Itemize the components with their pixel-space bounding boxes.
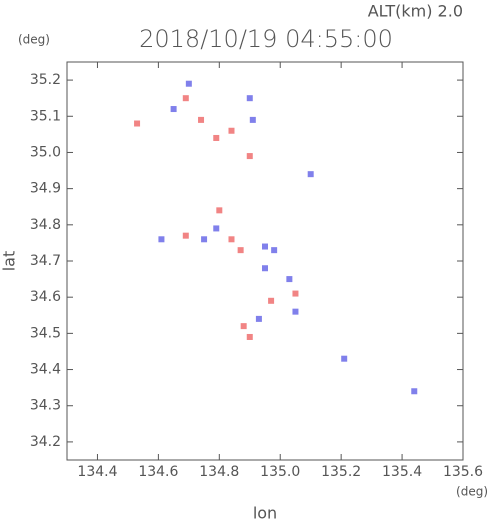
radar-echo: [307, 171, 314, 178]
x-axis-label: lon: [253, 504, 277, 521]
radar-echo: [134, 120, 141, 127]
radar-echo: [240, 323, 247, 330]
radar-echo: [185, 80, 192, 87]
x-tick-label: 134.6: [138, 464, 178, 480]
annotation: ALT(km) 2.0: [368, 2, 463, 21]
y-unit: (deg): [18, 33, 50, 47]
radar-echo: [237, 247, 244, 254]
y-tick-label: 34.5: [30, 325, 61, 341]
radar-echo: [249, 116, 256, 123]
radar-echo: [201, 236, 208, 243]
radar-echo: [341, 355, 348, 362]
x-tick-label: 134.8: [199, 464, 239, 480]
x-tick-label: 134.4: [77, 464, 117, 480]
radar-echo: [246, 95, 253, 102]
y-tick-label: 34.4: [30, 362, 61, 378]
y-tick-label: 34.2: [30, 434, 61, 450]
radar-echo: [158, 236, 165, 243]
radar-echo: [228, 127, 235, 134]
y-tick-label: 34.8: [30, 217, 61, 233]
radar-echo: [182, 95, 189, 102]
plot-frame: [66, 61, 464, 461]
radar-echo: [255, 315, 262, 322]
radar-echo: [228, 236, 235, 243]
x-tick-label: 135.2: [321, 464, 361, 480]
y-tick-label: 34.9: [30, 181, 61, 197]
x-tick-label: 135.0: [260, 464, 300, 480]
y-tick-label: 34.6: [30, 289, 61, 305]
radar-echo: [198, 116, 205, 123]
radar-echo: [292, 308, 299, 315]
radar-echo: [268, 297, 275, 304]
radar-echo: [262, 243, 268, 250]
y-tick-label: 34.3: [30, 398, 61, 414]
radar-echo: [213, 225, 220, 232]
radar-echo: [286, 276, 293, 283]
radar-echo: [271, 247, 278, 254]
x-tick-label: 135.6: [443, 464, 483, 480]
radar-echo: [262, 265, 268, 272]
radar-echo: [411, 388, 418, 395]
radar-echo: [170, 106, 177, 113]
radar-echo: [246, 333, 253, 340]
x-tick-label: 135.4: [382, 464, 422, 480]
y-tick-label: 35.2: [30, 72, 61, 88]
y-axis-label: lat: [0, 251, 19, 272]
y-tick-label: 35.0: [30, 144, 61, 160]
radar-echo: [216, 207, 223, 214]
radar-echo: [213, 134, 220, 141]
x-unit: (deg): [456, 485, 488, 499]
radar-echo: [182, 232, 189, 239]
y-tick-label: 34.7: [30, 253, 61, 269]
chart-title: 2018/10/19 04:55:00: [139, 25, 393, 53]
y-tick-label: 35.1: [30, 108, 61, 124]
radar-echo: [292, 290, 299, 297]
radar-echo: [246, 153, 253, 160]
